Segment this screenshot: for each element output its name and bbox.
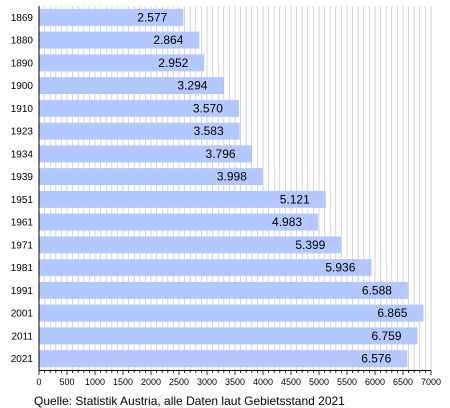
x-tick-label: 7000 [421, 377, 441, 387]
year-label: 1869 [11, 13, 34, 24]
value-label: 6.588 [362, 283, 392, 297]
x-tick-label: 4000 [253, 377, 273, 387]
year-label: 2001 [11, 309, 34, 320]
x-tick-label: 1000 [85, 377, 105, 387]
bar [39, 77, 224, 95]
x-tick-label: 2000 [141, 377, 161, 387]
bar [39, 350, 408, 368]
x-tick-label: 5500 [337, 377, 357, 387]
value-label: 5.121 [280, 192, 310, 206]
source-note: Quelle: Statistik Austria, alle Daten la… [34, 394, 345, 408]
year-label: 1981 [11, 263, 34, 274]
value-label: 6.865 [377, 306, 407, 320]
bar [39, 31, 200, 49]
x-tick-label: 6500 [393, 377, 413, 387]
year-labels: 1869 1880 1890 1900 1910 1923 1934 1939 1951 1961… [11, 13, 34, 365]
value-label: 3.570 [193, 101, 223, 115]
value-label: 2.864 [153, 33, 183, 47]
x-tick-label: 500 [59, 377, 74, 387]
year-label: 1900 [11, 81, 34, 92]
year-label: 1923 [11, 127, 34, 138]
year-label: 1910 [11, 104, 34, 115]
x-tick-label: 1500 [113, 377, 133, 387]
value-label: 5.399 [295, 238, 325, 252]
value-label: 4.983 [272, 215, 302, 229]
value-label: 3.583 [194, 124, 224, 138]
x-tick-label: 0 [36, 377, 41, 387]
value-label: 3.796 [206, 147, 236, 161]
value-label: 6.759 [371, 329, 401, 343]
year-label: 2011 [11, 331, 33, 342]
bar [39, 213, 319, 231]
x-tick-label: 2500 [169, 377, 189, 387]
bar [39, 122, 240, 140]
bar [39, 54, 205, 72]
bar [39, 8, 184, 26]
bar [39, 145, 252, 163]
year-label: 1880 [11, 36, 34, 47]
x-tick-label: 3500 [225, 377, 245, 387]
x-tick-label: 4500 [281, 377, 301, 387]
bars [39, 8, 424, 368]
bar [39, 327, 418, 345]
value-labels: 2.577 2.864 2.952 3.294 3.570 3.583 3.796 3.998… [137, 10, 407, 365]
year-label: 1951 [11, 195, 34, 206]
year-label: 1934 [11, 149, 34, 160]
x-tick-label: 5000 [309, 377, 329, 387]
bar [39, 304, 424, 322]
x-tick-label: 3000 [197, 377, 217, 387]
value-label: 2.577 [137, 10, 167, 24]
x-axis-ticks: 0 500 1000 1500 2000 2500 3000 3500 4000 4500 5000… [36, 370, 441, 387]
year-label: 1971 [11, 240, 34, 251]
value-label: 2.952 [158, 56, 188, 70]
year-label: 1961 [11, 218, 34, 229]
year-label: 1939 [11, 172, 34, 183]
bar [39, 259, 372, 277]
year-label: 1890 [11, 58, 34, 69]
bar [39, 236, 342, 254]
value-label: 3.294 [177, 79, 207, 93]
x-tick-label: 6000 [365, 377, 385, 387]
value-label: 5.936 [325, 261, 355, 275]
bar [39, 281, 408, 299]
value-label: 3.998 [217, 170, 247, 184]
bar [39, 168, 263, 186]
bar [39, 99, 239, 117]
bar [39, 190, 326, 208]
year-label: 1991 [11, 286, 34, 297]
value-label: 6.576 [361, 352, 391, 366]
year-label: 2021 [11, 354, 34, 365]
